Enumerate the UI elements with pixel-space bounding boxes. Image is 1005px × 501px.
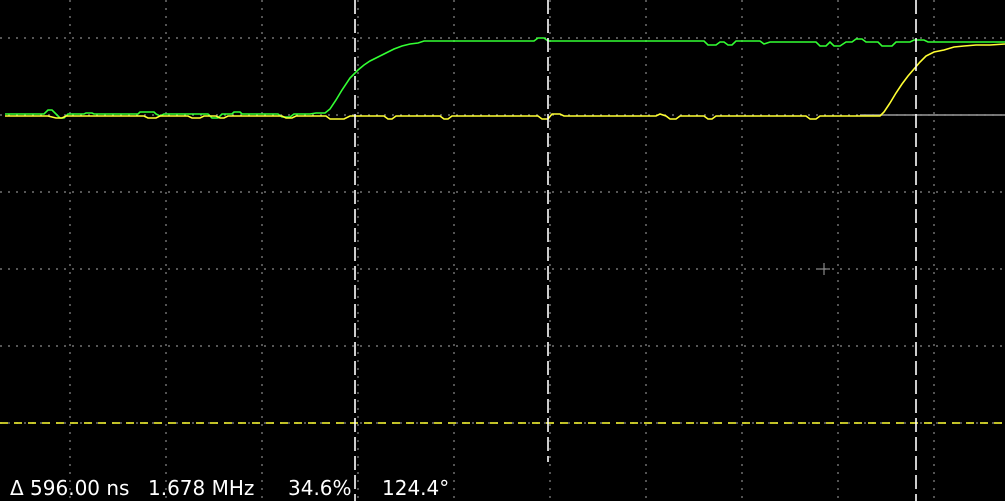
cursor-measurement-readout: Δ 596.00 ns 1.678 MHz 34.6% 124.4° bbox=[10, 474, 462, 501]
frequency-value: 1.678 MHz bbox=[148, 475, 255, 500]
duty-cycle-value: 34.6% bbox=[288, 475, 352, 500]
phase-value: 124.4° bbox=[382, 475, 450, 500]
channel-2-trace bbox=[5, 37, 1005, 119]
delta-time-value: Δ 596.00 ns bbox=[10, 475, 130, 500]
graticule-center-marker bbox=[818, 263, 830, 275]
channel-1-trace bbox=[5, 43, 1005, 120]
